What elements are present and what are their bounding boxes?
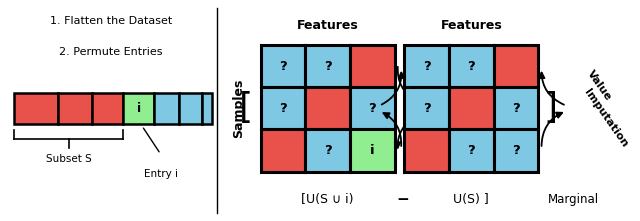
Bar (14, 93, 58, 124)
Bar (202, 93, 212, 124)
Text: ?: ? (512, 144, 520, 157)
Text: Subset S: Subset S (45, 154, 92, 164)
Text: ?: ? (279, 60, 287, 73)
Bar (179, 93, 202, 124)
Text: i: i (137, 102, 141, 115)
Text: −: − (396, 192, 409, 208)
Bar (305, 87, 350, 130)
Text: Entry i: Entry i (143, 170, 178, 179)
Text: ?: ? (324, 60, 332, 73)
Text: U(S) ]: U(S) ] (453, 193, 489, 206)
Text: 1. Flatten the Dataset: 1. Flatten the Dataset (49, 16, 172, 26)
Bar (260, 87, 305, 130)
Text: Features: Features (440, 19, 502, 32)
Bar (123, 93, 154, 124)
Text: Imputation: Imputation (582, 88, 630, 149)
Bar (493, 87, 538, 130)
Text: 2. Permute Entries: 2. Permute Entries (59, 47, 163, 57)
Text: Features: Features (297, 19, 358, 32)
Bar (305, 45, 350, 87)
Bar (350, 130, 395, 171)
Bar (350, 87, 395, 130)
Bar (404, 45, 449, 87)
Bar (493, 130, 538, 171)
Text: ?: ? (422, 60, 431, 73)
Bar (305, 130, 350, 171)
Text: ?: ? (279, 102, 287, 115)
Text: Value: Value (585, 69, 613, 103)
Text: Marginal: Marginal (548, 193, 599, 206)
Bar (260, 130, 305, 171)
Text: ?: ? (467, 60, 475, 73)
Text: i: i (370, 144, 375, 157)
Bar (350, 45, 395, 87)
Bar (449, 87, 493, 130)
Text: ?: ? (324, 144, 332, 157)
Bar (404, 130, 449, 171)
Bar (493, 45, 538, 87)
Bar (58, 93, 92, 124)
Text: ?: ? (467, 144, 475, 157)
Text: ?: ? (369, 102, 376, 115)
Bar (449, 130, 493, 171)
Bar (260, 45, 305, 87)
Text: Samples: Samples (232, 79, 245, 138)
Bar (92, 93, 123, 124)
Bar (404, 87, 449, 130)
Text: ?: ? (512, 102, 520, 115)
Bar (449, 45, 493, 87)
Bar (154, 93, 179, 124)
Text: ]: ] (543, 91, 557, 125)
Text: ?: ? (422, 102, 431, 115)
Text: [U(S ∪ i): [U(S ∪ i) (301, 193, 354, 206)
Text: [: [ (239, 91, 253, 125)
